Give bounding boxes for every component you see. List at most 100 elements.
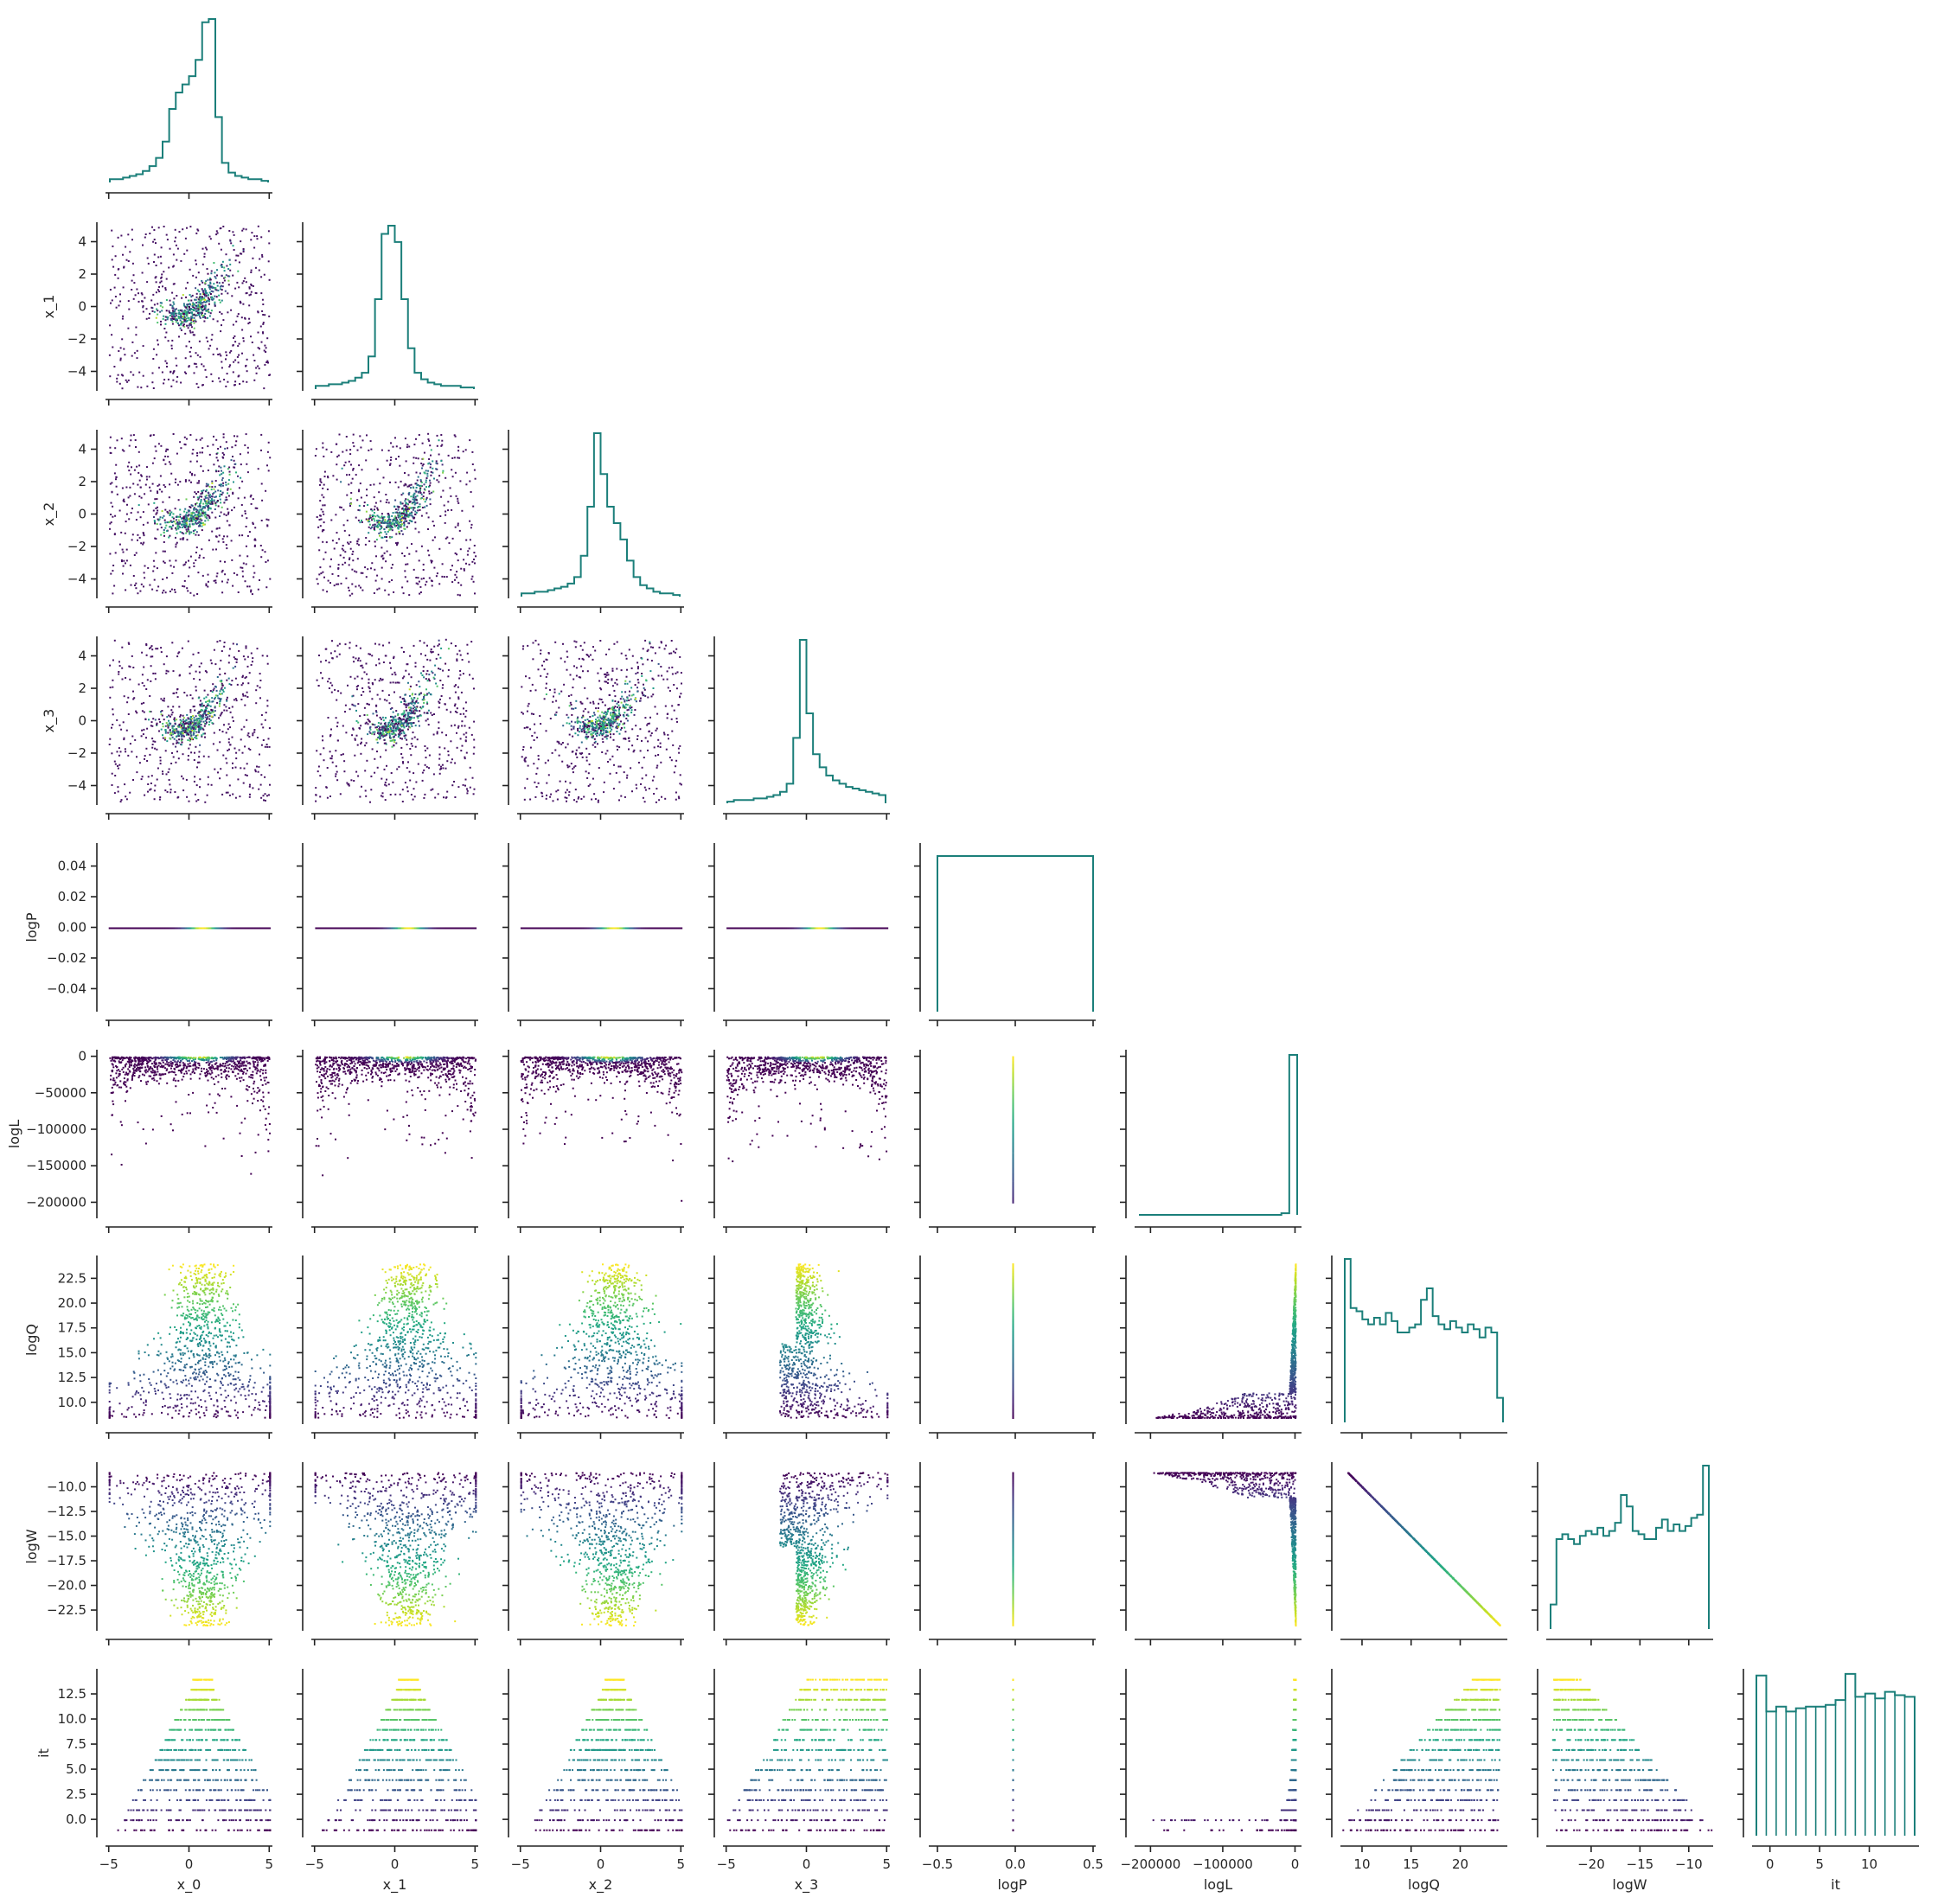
scatter-point (391, 515, 393, 517)
scatter-point (189, 294, 191, 296)
scatter-point (179, 521, 181, 523)
scatter-point (415, 577, 417, 578)
scatter-point (118, 278, 119, 279)
scatter-point (149, 476, 150, 477)
scatter-point (391, 579, 393, 581)
scatter-point (189, 526, 191, 527)
scatter-point (198, 557, 200, 559)
scatter-point (170, 512, 172, 514)
scatter-point (366, 511, 368, 513)
scatter-point (134, 554, 136, 556)
scatter-point (133, 434, 135, 436)
scatter-point (128, 462, 130, 463)
scatter-point (424, 507, 425, 508)
scatter-point (238, 591, 240, 593)
scatter-point (185, 515, 187, 517)
scatter-point (149, 585, 150, 586)
scatter-point (209, 486, 211, 488)
scatter-point (189, 566, 190, 568)
scatter-point (398, 525, 400, 527)
scatter-point (189, 517, 191, 519)
scatter-point (138, 504, 140, 506)
scatter-point (141, 300, 143, 302)
scatter-point (145, 484, 147, 486)
scatter-point (115, 552, 117, 553)
scatter-point (413, 569, 415, 571)
scatter-point (425, 584, 426, 585)
scatter-point (242, 303, 244, 305)
scatter-point (214, 305, 216, 307)
scatter-point (261, 342, 263, 343)
scatter-point (389, 537, 391, 539)
scatter-point (243, 340, 245, 342)
scatter-point (421, 494, 423, 495)
scatter-point (259, 270, 260, 272)
scatter-point (231, 459, 233, 461)
scatter-point (205, 280, 207, 282)
scatter-point (368, 450, 369, 451)
scatter-point (405, 498, 406, 500)
scatter-point (264, 274, 265, 276)
scatter-point (342, 468, 343, 470)
scatter-point (122, 374, 124, 376)
scatter-point (214, 491, 216, 493)
scatter-point (123, 267, 125, 269)
scatter-point (120, 235, 122, 237)
scatter-point (193, 314, 195, 316)
scatter-point (330, 559, 332, 560)
scatter-point (342, 545, 344, 546)
scatter-point (189, 510, 190, 512)
scatter-point (169, 463, 171, 465)
scatter-point (371, 562, 373, 564)
scatter-point (208, 574, 209, 576)
scatter-point (112, 592, 113, 594)
scatter-point (400, 519, 401, 521)
scatter-point (215, 582, 217, 584)
scatter-point (268, 519, 270, 521)
scatter-point (253, 355, 254, 356)
scatter-point (232, 275, 233, 277)
scatter-point (221, 591, 223, 593)
scatter-point (214, 517, 216, 519)
scatter-point (208, 309, 209, 310)
scatter-point (189, 317, 190, 319)
scatter-point (198, 298, 200, 300)
scatter-point (197, 301, 199, 303)
scatter-point (119, 293, 121, 295)
scatter-point (195, 305, 197, 307)
scatter-point (436, 575, 438, 577)
scatter-point (232, 492, 233, 494)
scatter-point (132, 534, 134, 535)
scatter-point (185, 373, 187, 374)
scatter-point (160, 278, 162, 279)
scatter-point (404, 570, 406, 572)
scatter-point (109, 523, 111, 525)
scatter-point (243, 228, 245, 230)
scatter-point (212, 299, 214, 301)
scatter-point (163, 484, 165, 486)
scatter-point (157, 510, 158, 512)
scatter-point (422, 465, 424, 467)
scatter-point (159, 489, 161, 490)
scatter-point (149, 487, 150, 489)
scatter-point (189, 226, 191, 227)
scatter-point (195, 508, 197, 510)
scatter-point (143, 542, 144, 544)
scatter-point (160, 323, 162, 325)
scatter-point (227, 579, 229, 581)
scatter-point (197, 387, 199, 388)
scatter-point (389, 529, 391, 531)
scatter-point (157, 523, 158, 525)
scatter-point (201, 451, 203, 453)
scatter-point (334, 548, 336, 550)
scatter-point (249, 585, 251, 587)
scatter-point (219, 311, 221, 313)
scatter-point (222, 282, 224, 284)
scatter-point (238, 497, 240, 499)
scatter-point (214, 287, 216, 289)
scatter-point (221, 494, 223, 495)
scatter-point (262, 299, 264, 301)
scatter-point (209, 288, 211, 290)
scatter-point (204, 313, 206, 315)
scatter-point (406, 446, 408, 448)
